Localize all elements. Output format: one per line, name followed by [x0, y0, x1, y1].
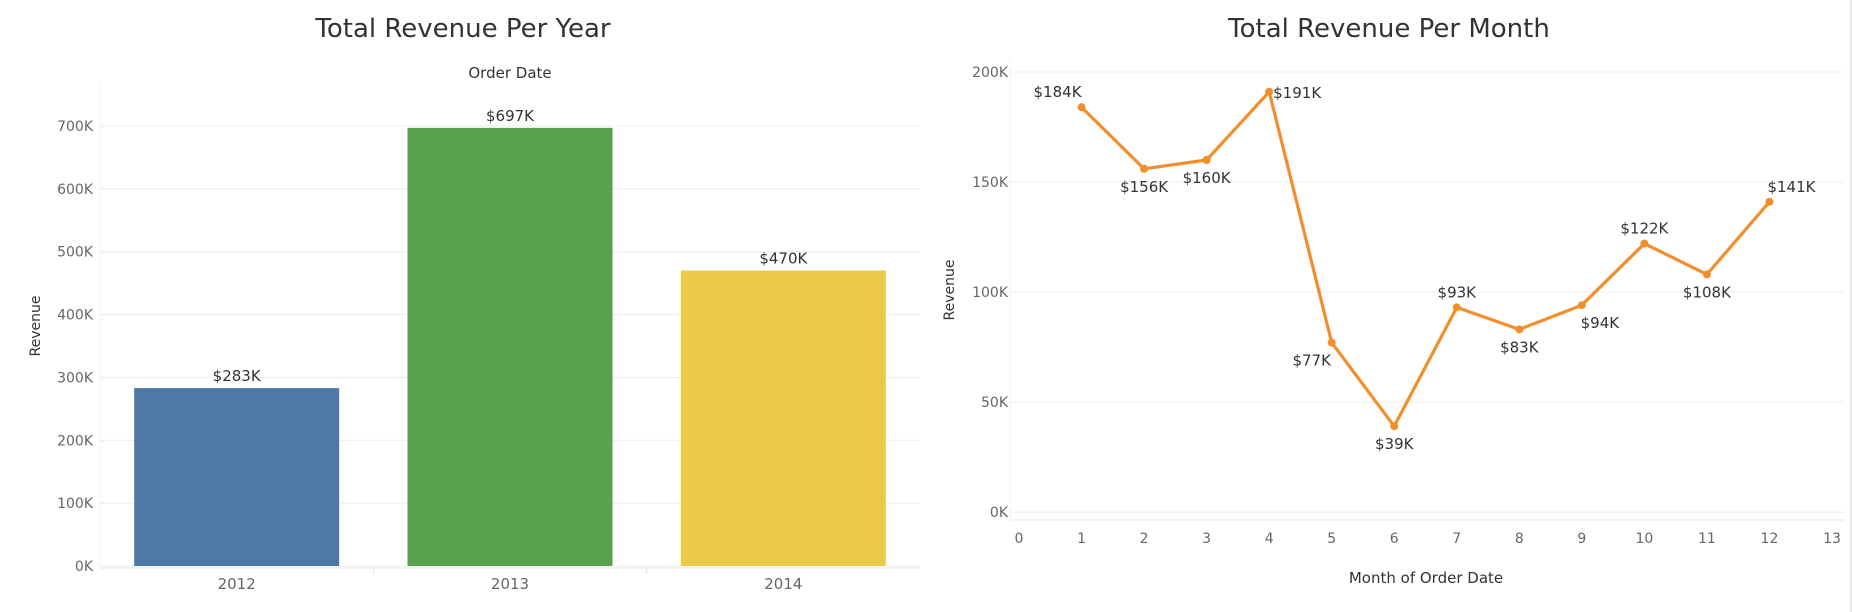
top-axis-label: Order Date — [468, 64, 551, 82]
x-tick-label: 9 — [1577, 531, 1586, 547]
chart-title: Total Revenue Per Month — [1228, 14, 1550, 44]
revenue-per-year-panel: Total Revenue Per Year 0K 100K 200K 300K 400… — [28, 14, 920, 593]
data-label: $191K — [1273, 84, 1322, 102]
y-tick-label: 100K — [972, 285, 1009, 301]
data-label: $697K — [486, 107, 535, 125]
x-tick-label: 11 — [1698, 531, 1716, 547]
x-tick-label: 2012 — [218, 575, 256, 593]
data-point — [1140, 164, 1149, 173]
data-label: $83K — [1500, 338, 1540, 356]
revenue-per-month-panel: Total Revenue Per Month 0K 50K 100K 150K 200… — [926, 0, 1852, 612]
x-tick-label: 12 — [1761, 531, 1779, 547]
x-tick-label: 8 — [1515, 531, 1524, 547]
data-label: $156K — [1120, 178, 1169, 196]
data-label: $93K — [1438, 283, 1478, 301]
y-tick-label: 100K — [57, 496, 94, 512]
x-axis-title: Month of Order Date — [1349, 569, 1503, 587]
chart-title: Total Revenue Per Year — [315, 14, 611, 44]
data-label: $283K — [213, 367, 262, 385]
x-tick-label: 7 — [1452, 531, 1461, 547]
data-label: $470K — [759, 250, 808, 268]
data-label: $160K — [1183, 169, 1232, 187]
y-axis-title: Revenue — [942, 260, 958, 321]
data-point — [1452, 303, 1461, 312]
data-point — [1577, 301, 1586, 310]
x-tick-label: 2014 — [764, 575, 802, 593]
data-label: $141K — [1767, 178, 1816, 196]
data-point — [1765, 197, 1774, 206]
bar-2014 — [680, 270, 886, 566]
y-tick-label: 50K — [981, 395, 1009, 411]
data-point — [1515, 325, 1524, 334]
y-tick-label: 0K — [990, 505, 1009, 521]
data-point — [1640, 239, 1649, 248]
x-tick-label: 1 — [1077, 531, 1086, 547]
y-axis-title: Revenue — [28, 296, 44, 357]
data-label: $39K — [1375, 435, 1415, 453]
x-tick-label: 0 — [1015, 531, 1024, 547]
y-tick-label: 400K — [57, 308, 94, 324]
data-label: $77K — [1292, 352, 1332, 370]
data-label: $184K — [1034, 83, 1083, 101]
y-tick-label: 200K — [57, 433, 94, 449]
data-point — [1702, 270, 1711, 279]
data-point — [1265, 87, 1274, 96]
y-tick-label: 200K — [972, 65, 1009, 81]
x-tick-label: 4 — [1265, 531, 1274, 547]
series-line — [1080, 90, 1771, 428]
x-tick-label: 13 — [1823, 531, 1841, 547]
x-tick-label: 6 — [1390, 531, 1399, 547]
data-point — [1077, 103, 1086, 112]
data-point — [1327, 338, 1336, 347]
data-label: $122K — [1620, 220, 1669, 238]
y-tick-label: 700K — [57, 119, 94, 135]
data-point — [1202, 156, 1211, 164]
y-tick-label: 600K — [57, 182, 94, 198]
bar-2012 — [134, 388, 340, 566]
bar-chart: 0K 100K 200K 300K 400K 500K 600K 700K $283K 2012 $… — [28, 64, 920, 593]
divider — [1850, 0, 1852, 612]
x-tick-label: 2 — [1140, 531, 1149, 547]
x-tick-label: 5 — [1327, 531, 1336, 547]
y-tick-label: 300K — [57, 370, 94, 386]
x-tick-label: 2013 — [491, 575, 529, 593]
y-tick-label: 0K — [75, 559, 94, 575]
data-point — [1390, 422, 1399, 431]
x-tick-label: 3 — [1202, 531, 1211, 547]
y-tick-label: 500K — [57, 245, 94, 261]
data-label: $108K — [1683, 283, 1732, 301]
data-label: $94K — [1581, 314, 1621, 332]
y-tick-label: 150K — [972, 175, 1009, 191]
bar-2013 — [407, 127, 613, 566]
x-tick-label: 10 — [1635, 531, 1653, 547]
